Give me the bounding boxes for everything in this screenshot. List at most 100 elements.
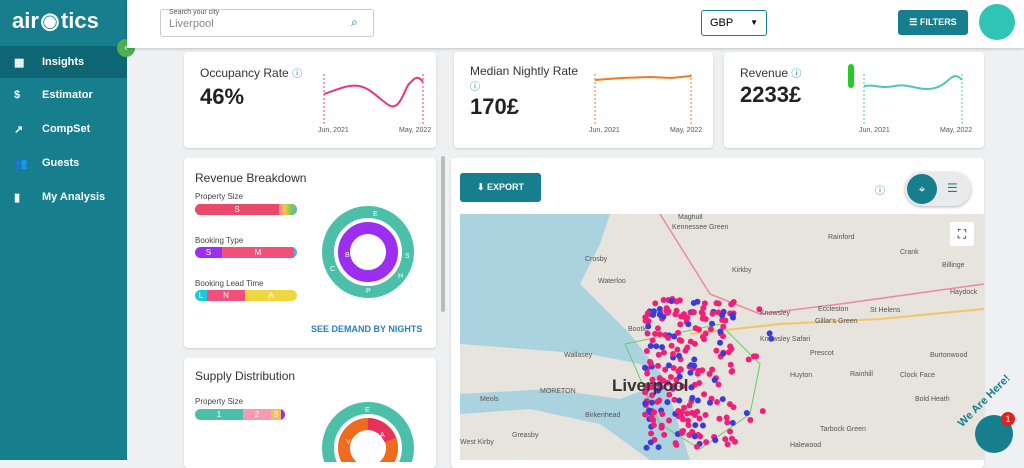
listing-dot[interactable] (759, 408, 766, 415)
listing-dot[interactable] (647, 360, 654, 367)
listing-dot[interactable] (714, 398, 721, 405)
listing-dot[interactable] (656, 311, 663, 318)
listing-dot[interactable] (650, 422, 657, 429)
listing-dot[interactable] (700, 304, 707, 311)
listing-dot[interactable] (649, 392, 656, 399)
nav-item[interactable]: ▦ Insights (14, 56, 85, 69)
listing-dot[interactable] (691, 362, 698, 369)
scrollbar[interactable] (441, 156, 445, 312)
listing-dot[interactable] (729, 419, 736, 426)
listing-dot[interactable] (688, 384, 695, 391)
listing-dot[interactable] (694, 397, 701, 404)
listing-dot[interactable] (743, 410, 750, 417)
listing-dot[interactable] (745, 356, 752, 363)
listing-dot[interactable] (725, 349, 732, 356)
listing-dot[interactable] (652, 300, 659, 307)
listing-dot[interactable] (727, 361, 734, 368)
listing-dot[interactable] (690, 309, 697, 316)
listing-dot[interactable] (691, 433, 698, 440)
listing-dot[interactable] (689, 394, 696, 401)
info-icon[interactable]: ⓘ (875, 186, 885, 197)
listing-dot[interactable] (681, 404, 688, 411)
listing-dot[interactable] (695, 326, 702, 333)
listing-dot[interactable] (719, 312, 726, 319)
nav-item[interactable]: ▮ My Analysis (14, 191, 106, 204)
currency-select[interactable]: GBP ▼ (701, 10, 767, 36)
listing-dot[interactable] (651, 409, 658, 416)
listing-dot[interactable] (702, 316, 709, 323)
listing-dot[interactable] (726, 401, 733, 408)
listing-dot[interactable] (687, 369, 694, 376)
listing-dot[interactable] (723, 414, 730, 421)
listing-dot[interactable] (677, 366, 684, 373)
listing-dot[interactable] (686, 402, 693, 409)
listing-dot[interactable] (649, 376, 656, 383)
listing-dot[interactable] (676, 337, 683, 344)
listing-dot[interactable] (664, 399, 671, 406)
listing-dot[interactable] (655, 444, 662, 451)
listing-dot[interactable] (675, 329, 682, 336)
listing-dot[interactable] (667, 373, 674, 380)
view-toggle[interactable]: ⌖ ☰ (905, 172, 971, 206)
listing-dot[interactable] (699, 422, 706, 429)
listing-dot[interactable] (674, 346, 681, 353)
listing-dot[interactable] (655, 351, 662, 358)
listing-dot[interactable] (731, 438, 738, 445)
listing-dot[interactable] (642, 382, 649, 389)
listing-dot[interactable] (717, 328, 724, 335)
listing-dot[interactable] (647, 343, 654, 350)
listing-dot[interactable] (654, 325, 661, 332)
listing-dot[interactable] (642, 364, 649, 371)
listing-dot[interactable] (665, 334, 672, 341)
listing-dot[interactable] (713, 347, 720, 354)
listing-dot[interactable] (652, 330, 659, 337)
listing-dot[interactable] (644, 310, 651, 317)
listing-dot[interactable] (644, 370, 651, 377)
listing-dot[interactable] (649, 337, 656, 344)
listing-dot[interactable] (643, 444, 650, 451)
listing-dot[interactable] (676, 373, 683, 380)
demand-link[interactable]: SEE DEMAND BY NIGHTS (311, 324, 423, 334)
listing-dot[interactable] (715, 300, 722, 307)
listing-dot[interactable] (706, 370, 713, 377)
listing-dot[interactable] (715, 381, 722, 388)
listing-dot[interactable] (701, 300, 708, 307)
listing-dot[interactable] (681, 311, 688, 318)
listing-dot[interactable] (686, 431, 693, 438)
listing-dot[interactable] (720, 333, 727, 340)
search-box[interactable]: Search your city Liverpool ⌕ (160, 9, 374, 37)
listing-dot[interactable] (722, 317, 729, 324)
nav-item[interactable]: 👥 Guests (14, 157, 80, 170)
listing-dot[interactable] (659, 411, 666, 418)
listing-dot[interactable] (747, 417, 754, 424)
listing-dot[interactable] (650, 311, 657, 318)
listing-dot[interactable] (676, 397, 683, 404)
listing-dot[interactable] (671, 396, 678, 403)
listing-dot[interactable] (682, 347, 689, 354)
listing-dot[interactable] (648, 399, 655, 406)
listing-dot[interactable] (651, 381, 658, 388)
filters-button[interactable]: ☰ FILTERS (898, 10, 968, 35)
listing-dot[interactable] (716, 415, 723, 422)
listing-dot[interactable] (656, 375, 663, 382)
listing-dot[interactable] (696, 415, 703, 422)
nav-item[interactable]: $ Estimator (14, 89, 93, 101)
listing-dot[interactable] (693, 443, 700, 450)
listing-dot[interactable] (709, 320, 716, 327)
listing-dot[interactable] (679, 383, 686, 390)
listing-dot[interactable] (729, 312, 736, 319)
listing-dot[interactable] (642, 389, 649, 396)
listing-dot[interactable] (701, 391, 708, 398)
listing-dot[interactable] (656, 331, 663, 338)
listing-dot[interactable] (668, 298, 675, 305)
listing-dot[interactable] (646, 407, 653, 414)
listing-dot[interactable] (691, 340, 698, 347)
listing-dot[interactable] (709, 310, 716, 317)
listing-dot[interactable] (673, 298, 680, 305)
listing-dot[interactable] (685, 321, 692, 328)
fullscreen-button[interactable]: ⛶ (950, 222, 974, 246)
listing-dot[interactable] (720, 350, 727, 357)
listing-dot[interactable] (756, 306, 763, 313)
listing-dot[interactable] (672, 440, 679, 447)
listing-dot[interactable] (685, 421, 692, 428)
